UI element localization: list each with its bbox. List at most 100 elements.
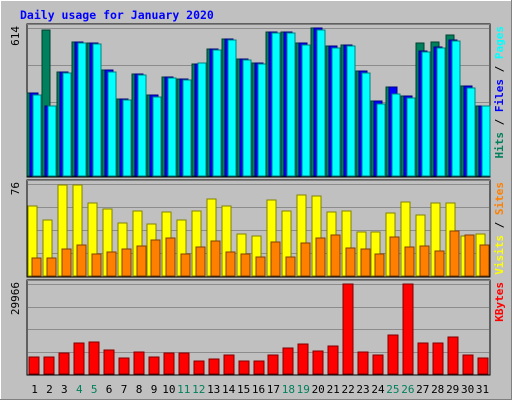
legend-visits: Visits: [493, 235, 506, 275]
bar-pages-day-12: [197, 62, 207, 177]
panel-bottom-side-legend: KBytes: [493, 282, 506, 322]
bar-sites-day-17: [270, 241, 281, 277]
bar-pages-day-21: [331, 47, 341, 177]
bar-sites-day-15: [240, 253, 251, 277]
bar-kbytes-day-27: [417, 342, 429, 375]
bar-kbytes-day-18: [282, 347, 294, 375]
bar-sites-day-22: [345, 247, 356, 277]
panel-top-side-legend: Hits / Files / Pages: [493, 26, 506, 159]
x-tick-label-day-19: 19: [297, 383, 310, 396]
bar-kbytes-day-21: [327, 345, 339, 375]
x-tick-label-day-25: 25: [386, 383, 399, 396]
bar-pages-day-30: [466, 87, 476, 177]
bar-sites-day-26: [404, 246, 415, 277]
bar-pages-day-24: [376, 103, 386, 177]
chart-title: Daily usage for January 2020: [20, 8, 214, 22]
x-tick-label-day-16: 16: [252, 383, 265, 396]
bar-kbytes-day-8: [133, 351, 145, 375]
bar-kbytes-day-1: [28, 356, 40, 375]
bar-sites-day-23: [360, 248, 371, 277]
bar-sites-day-21: [330, 234, 341, 277]
bar-kbytes-day-4: [73, 342, 85, 375]
bar-sites-day-5: [91, 253, 102, 277]
x-tick-label-day-10: 10: [162, 383, 175, 396]
bar-pages-day-27: [421, 51, 431, 177]
bar-kbytes-day-23: [357, 351, 369, 375]
x-tick-label-day-23: 23: [356, 383, 369, 396]
bar-sites-day-24: [374, 253, 385, 277]
bar-kbytes-day-6: [103, 349, 115, 375]
bar-kbytes-day-16: [253, 360, 265, 375]
bar-sites-day-1: [31, 257, 42, 277]
legend-separator: /: [493, 215, 506, 235]
panel-bottom-ymax-label: 29966: [9, 282, 22, 315]
bar-pages-day-20: [316, 29, 326, 177]
bar-kbytes-day-7: [118, 357, 130, 375]
bar-kbytes-day-31: [477, 357, 489, 375]
bar-sites-day-20: [315, 237, 326, 277]
x-tick-label-day-4: 4: [76, 383, 83, 396]
bar-sites-day-10: [165, 237, 176, 277]
x-tick-label-day-3: 3: [61, 383, 68, 396]
bar-pages-day-29: [451, 40, 461, 177]
x-tick-label-day-11: 11: [177, 383, 190, 396]
bar-pages-day-14: [227, 39, 237, 177]
bar-sites-day-30: [464, 234, 475, 277]
x-tick-label-day-2: 2: [46, 383, 53, 396]
bar-sites-day-2: [46, 257, 57, 277]
bar-sites-day-12: [195, 246, 206, 277]
bar-sites-day-19: [300, 242, 311, 277]
bar-sites-day-6: [106, 251, 117, 277]
bar-kbytes-day-10: [163, 352, 175, 375]
bar-pages-day-26: [406, 97, 416, 177]
x-tick-label-day-31: 31: [476, 383, 489, 396]
x-tick-label-day-26: 26: [401, 383, 414, 396]
legend-separator: /: [493, 112, 506, 132]
x-tick-label-day-1: 1: [31, 383, 38, 396]
x-tick-label-day-20: 20: [312, 383, 325, 396]
x-tick-label-day-5: 5: [91, 383, 98, 396]
x-tick-label-day-8: 8: [136, 383, 143, 396]
x-tick-label-day-14: 14: [222, 383, 236, 396]
bar-sites-day-8: [136, 245, 147, 277]
bar-kbytes-day-12: [193, 360, 205, 375]
bar-kbytes-day-20: [312, 350, 324, 375]
panel-middle-side-legend: Visits / Sites: [493, 182, 506, 275]
legend-hits: Hits: [493, 132, 506, 159]
x-tick-label-day-18: 18: [282, 383, 295, 396]
bar-pages-day-4: [77, 42, 87, 177]
bar-kbytes-day-5: [88, 341, 100, 375]
bar-kbytes-day-11: [178, 352, 190, 375]
bar-pages-day-7: [122, 99, 132, 177]
legend-pages: Pages: [493, 26, 506, 59]
bar-pages-day-3: [62, 72, 72, 177]
bar-pages-day-10: [167, 77, 177, 177]
bar-kbytes-day-24: [372, 354, 384, 375]
bar-kbytes-day-25: [387, 334, 399, 375]
x-tick-label-day-6: 6: [106, 383, 113, 396]
panel-top-ymax-label: 614: [9, 26, 22, 46]
bar-kbytes-day-26: [402, 283, 414, 375]
bar-kbytes-day-28: [432, 342, 444, 375]
bar-kbytes-day-15: [238, 360, 250, 375]
bar-pages-day-9: [152, 96, 162, 177]
bar-pages-day-23: [361, 72, 371, 177]
bar-sites-day-13: [210, 240, 221, 277]
bar-sites-day-14: [225, 251, 236, 277]
bar-kbytes-day-13: [208, 358, 220, 375]
bar-sites-day-16: [255, 256, 266, 277]
x-tick-label-day-29: 29: [446, 383, 459, 396]
bar-sites-day-3: [61, 248, 72, 277]
legend-files: Files: [493, 79, 506, 112]
bar-pages-day-16: [257, 63, 267, 177]
bar-pages-day-8: [137, 74, 147, 177]
bar-kbytes-day-3: [58, 352, 70, 375]
bar-kbytes-day-30: [462, 354, 474, 375]
bar-pages-day-19: [301, 44, 311, 177]
bar-kbytes-day-2: [43, 356, 55, 375]
x-tick-label-day-28: 28: [431, 383, 444, 396]
bar-sites-day-9: [150, 239, 161, 277]
bar-pages-day-31: [481, 105, 491, 177]
bar-pages-day-22: [346, 45, 356, 177]
